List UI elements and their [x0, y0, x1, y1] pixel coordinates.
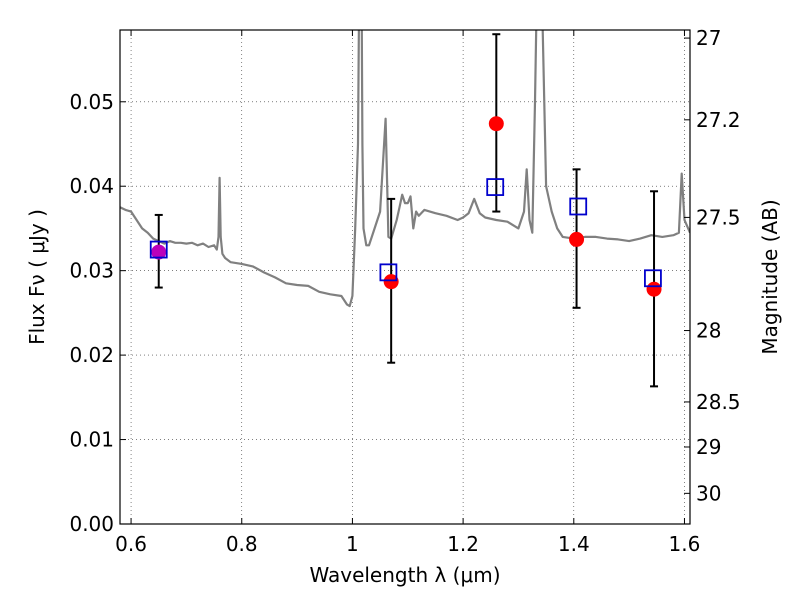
y2-tick-label: 28 [696, 319, 721, 343]
x-tick-label: 1.2 [447, 532, 479, 556]
model-photometry-square [149, 240, 168, 259]
observed-points [151, 116, 662, 297]
model-spectrum [120, 30, 690, 308]
y2-tick-label: 27.5 [696, 205, 741, 229]
y-tick-label: 0.02 [69, 343, 114, 367]
y2-axis-label: Magnitude (AB) [758, 199, 782, 354]
x-tick-label: 1.4 [558, 532, 590, 556]
plot-frame [119, 29, 691, 525]
x-tick-label: 0.6 [115, 532, 147, 556]
y2-tick-label: 27.2 [696, 108, 741, 132]
x-tick-label: 1 [346, 532, 359, 556]
axis-labels: Wavelength λ (μm) Flux Fν ( μJy ) Magnit… [25, 199, 782, 587]
ticks [120, 30, 690, 525]
model-photometry-square [569, 197, 588, 216]
model-photometry-square [379, 263, 398, 282]
y-axis-label: Flux Fν ( μJy ) [25, 209, 49, 345]
y2-tick-label: 29 [696, 435, 721, 459]
y-tick-label: 0.00 [69, 512, 114, 536]
model-photometry-squares [149, 178, 662, 288]
model-photometry-square [486, 178, 505, 196]
observed-point [569, 231, 585, 247]
y-tick-label: 0.05 [69, 90, 114, 114]
observed-point [646, 281, 662, 297]
grid [120, 30, 690, 525]
observed-point [383, 274, 399, 290]
y2-tick-label: 27 [696, 26, 721, 50]
y-tick-label: 0.04 [69, 174, 114, 198]
model-photometry-square [644, 269, 662, 288]
tick-labels: 0.6 0.8 1 1.2 1.4 1.6 0.00 0.01 0.02 0.03 0.04 0.05… [69, 26, 740, 556]
y-tick-label: 0.03 [69, 259, 114, 283]
x-tick-label: 0.8 [226, 532, 258, 556]
error-bars [154, 33, 659, 388]
x-tick-label: 1.6 [669, 532, 701, 556]
observed-point [151, 244, 167, 260]
y2-tick-label: 28.5 [696, 390, 741, 414]
x-axis-label: Wavelength λ (μm) [309, 563, 500, 587]
model-spectrum-line [120, 30, 690, 308]
y2-tick-label: 30 [696, 481, 721, 505]
y-tick-label: 0.01 [69, 428, 114, 452]
observed-point [488, 116, 504, 132]
